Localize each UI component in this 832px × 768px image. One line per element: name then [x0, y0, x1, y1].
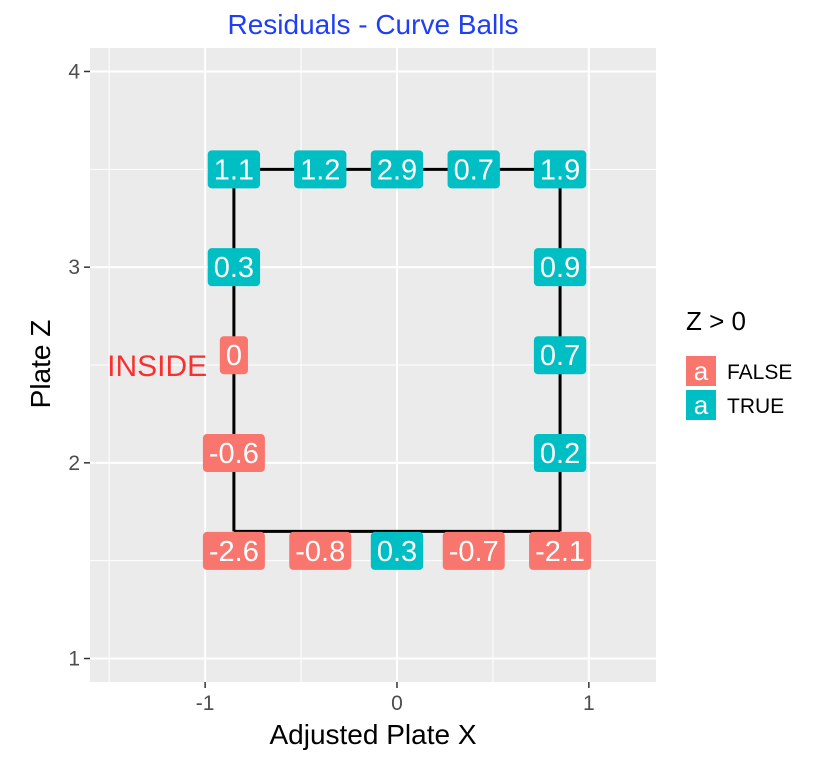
residual-label-text: 0.3	[377, 536, 417, 568]
legend-key	[686, 356, 716, 386]
y-tick-label: 3	[68, 256, 80, 279]
residual-label-box	[447, 150, 500, 189]
legend-key	[686, 390, 716, 420]
x-tick-label: 1	[583, 692, 595, 715]
residual-label-text: 0.9	[540, 252, 580, 284]
residual-label-text: 0.7	[540, 340, 580, 372]
residual-label: -0.8	[289, 531, 352, 570]
axes: -1 0 1 1 2 3 4	[68, 60, 594, 715]
residual-label: 1.2	[294, 150, 347, 189]
residual-label-text: 0.3	[214, 252, 254, 284]
residual-label: 0.3	[207, 248, 261, 287]
residual-label-box	[202, 434, 265, 473]
x-axis-title: Adjusted Plate X	[269, 719, 476, 750]
residual-label-box	[207, 150, 261, 189]
residual-label: -0.6	[202, 434, 265, 473]
legend-key-glyph: a	[694, 390, 709, 420]
residual-label: -2.1	[529, 531, 592, 570]
y-tick-label: 1	[68, 648, 80, 671]
residual-label-box	[294, 150, 347, 189]
y-tick-label: 2	[68, 452, 80, 475]
legend-label: FALSE	[727, 361, 792, 384]
residual-label: -2.6	[202, 531, 265, 570]
residual-label-text: 0.7	[454, 154, 494, 186]
residual-label-text: 0	[226, 340, 242, 372]
legend-entry: a FALSE	[686, 356, 792, 386]
residual-label-box	[202, 531, 265, 570]
residual-label-box	[289, 531, 352, 570]
legend-entry: a TRUE	[686, 390, 784, 420]
residual-label-box	[533, 336, 587, 375]
legend: Z > 0 a FALSE a TRUE	[686, 306, 792, 420]
residual-label-box	[533, 434, 587, 473]
residual-label-text: -0.8	[295, 536, 345, 568]
residual-label: 0.9	[533, 248, 587, 287]
legend-label: TRUE	[727, 395, 784, 418]
residual-label: 0	[219, 336, 248, 375]
residual-label-box	[442, 531, 505, 570]
residual-label: 0.7	[447, 150, 500, 189]
residual-label: 2.9	[370, 150, 424, 189]
residual-label-box	[533, 150, 587, 189]
residual-label: 0.3	[370, 531, 424, 570]
residual-label-text: 1.2	[300, 154, 340, 186]
legend-key-glyph: a	[694, 356, 709, 386]
residual-label: -0.7	[442, 531, 505, 570]
x-tick-label: -1	[196, 692, 215, 715]
residual-label-text: 1.9	[540, 154, 580, 186]
residual-label: 1.1	[207, 150, 261, 189]
residual-label-text: -2.1	[535, 536, 585, 568]
y-axis-title: Plate Z	[25, 320, 56, 409]
residual-label-text: 2.9	[377, 154, 417, 186]
residual-label-text: -0.6	[209, 438, 259, 470]
residual-label: 0.2	[533, 434, 587, 473]
x-tick-label: 0	[391, 692, 403, 715]
residual-label-box	[529, 531, 592, 570]
legend-title: Z > 0	[686, 306, 746, 336]
residual-label-text: -2.6	[209, 536, 259, 568]
residual-label: 0.7	[533, 336, 587, 375]
residual-label: 1.9	[533, 150, 587, 189]
residual-label-box	[533, 248, 587, 287]
residual-labels: 1.1 1.2 2.9 0.7 1.9 0.3 0.9 0 0.7 -0.6 0.2 -2.6 -0.8…	[202, 150, 592, 570]
residual-label-text: 1.1	[214, 154, 254, 186]
annotations: INSIDE	[107, 350, 207, 383]
residual-label-box	[370, 150, 424, 189]
residual-label-text: 0.2	[540, 438, 580, 470]
residual-label-box	[207, 248, 261, 287]
residual-label-text: -0.7	[449, 536, 499, 568]
inside-annotation: INSIDE	[107, 350, 207, 383]
residual-label-box	[370, 531, 424, 570]
y-tick-label: 4	[68, 60, 80, 83]
residual-label-box	[219, 336, 248, 375]
chart-title: Residuals - Curve Balls	[228, 9, 519, 40]
